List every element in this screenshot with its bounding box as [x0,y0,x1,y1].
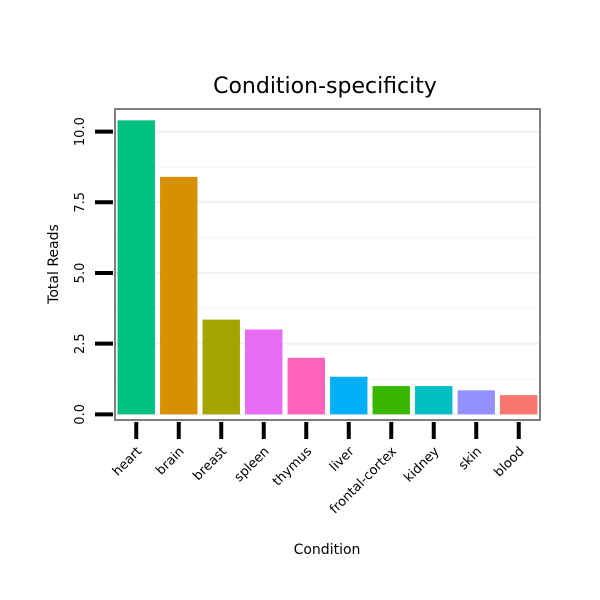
bar-heart [117,120,155,415]
bar-brain [160,176,198,415]
x-tick-label: breast [190,444,230,484]
bar-thymus [287,357,325,415]
x-tick-label: skin [456,444,485,473]
y-tick-label: 2.5 [73,333,88,354]
bars [117,120,538,415]
y-axis: 0.0 2.5 5.0 7.5 10.0 [73,117,113,425]
x-tick-label: thymus [270,444,315,489]
x-tick-label: liver [327,444,358,475]
x-tick-label: blood [491,444,527,480]
y-tick-label: 10.0 [73,117,88,146]
bar-liver [330,376,368,415]
bar-spleen [245,329,283,415]
bar-breast [202,319,240,415]
plot-frame [114,108,541,421]
x-tick-label: spleen [232,444,273,485]
y-axis-title: Total Reads [46,224,62,305]
x-tick-label: brain [153,444,187,478]
bar-kidney [415,386,453,415]
y-tick-label: 5.0 [73,263,88,284]
y-tick-label: 0.0 [73,404,88,425]
bar-frontal-cortex [372,386,410,415]
x-axis-title: Condition [294,542,361,558]
x-tick-label: kidney [401,444,442,485]
chart-title: Condition-specificity [213,74,437,99]
y-tick-label: 7.5 [73,192,88,213]
x-tick-label: heart [110,444,145,479]
bar-blood [500,395,538,415]
bar-skin [457,390,495,415]
